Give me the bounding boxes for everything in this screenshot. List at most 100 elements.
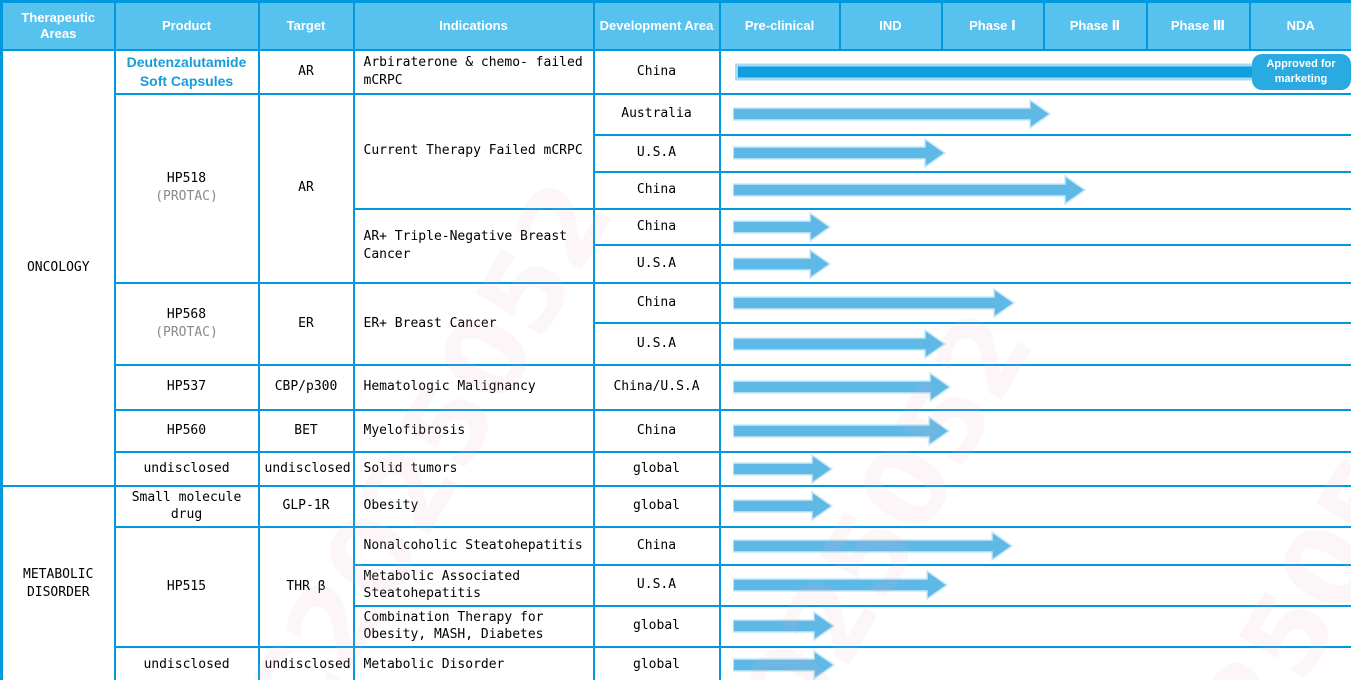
pipeline-row: China xyxy=(2,170,1351,210)
pipeline-row: U.S.A xyxy=(2,133,1351,173)
col-header-development-area: Development Area xyxy=(592,0,721,51)
stage-progress-cell xyxy=(718,408,1351,453)
product-cell: undisclosed xyxy=(113,645,260,680)
stage-arrow-icon xyxy=(731,610,835,642)
table-body: ONCOLOGY Deutenzalutamide Soft Capsules AR… xyxy=(0,48,1351,680)
indication-cell: Myelofibrosis xyxy=(352,408,595,453)
pipeline-row: U.S.A xyxy=(2,321,1351,366)
pipeline-row: U.S.A xyxy=(2,243,1351,284)
development-area-cell: U.S.A xyxy=(592,321,721,366)
development-area-cell: global xyxy=(592,645,721,680)
development-area-cell: U.S.A xyxy=(592,243,721,284)
stage-progress-cell xyxy=(718,484,1351,528)
pipeline-row: HP568 (PROTAC) ER ER+ Breast Cancer China xyxy=(2,281,1351,366)
product-cell: Deutenzalutamide Soft Capsules xyxy=(113,48,260,95)
stage-progress-cell xyxy=(718,563,1351,607)
indication-cell: Combination Therapy for Obesity, MASH, D… xyxy=(352,604,595,648)
development-area-cell: China xyxy=(592,48,721,95)
pipeline-row: HP515 THR β Nonalcoholic Steatohepatitis Ch… xyxy=(2,525,1351,648)
therapeutic-area-cell: ONCOLOGY xyxy=(0,48,116,487)
stage-progress-cell xyxy=(718,525,1351,566)
stage-progress-cell xyxy=(718,604,1351,648)
stage-progress-cell xyxy=(718,170,1351,210)
stage-arrow-icon xyxy=(731,174,1086,206)
stage-header-ind: IND xyxy=(838,0,943,51)
pipeline-row: undisclosed undisclosed Metabolic Disorder… xyxy=(2,645,1351,680)
pipeline-row: HP518 (PROTAC) AR Current Therapy Failed mC… xyxy=(2,92,1351,284)
product-cell: HP568 (PROTAC) xyxy=(113,281,260,366)
target-cell: AR xyxy=(257,48,355,95)
stage-arrow-icon xyxy=(731,453,833,484)
product-cell: HP515 xyxy=(113,525,260,648)
development-area-cell: China xyxy=(592,207,721,246)
stage-header-phase: Phase Ⅲ xyxy=(1145,0,1251,51)
development-area-cell: China xyxy=(592,525,721,566)
stage-progress-cell xyxy=(718,92,1351,136)
col-header-indications: Indications xyxy=(352,0,595,51)
stage-arrow-icon xyxy=(731,415,950,446)
stage-arrow-icon xyxy=(731,649,835,680)
development-area-cell: global xyxy=(592,450,721,487)
stage-progress-cell xyxy=(718,281,1351,324)
col-header-target: Target xyxy=(257,0,355,51)
development-area-cell: Australia xyxy=(592,92,721,136)
protac-subtext: (PROTAC) xyxy=(155,189,218,204)
stage-arrow-icon xyxy=(731,490,833,522)
indication-cell: Solid tumors xyxy=(352,450,595,487)
col-header-therapeutic-areas: Therapeutic Areas xyxy=(0,0,116,51)
development-area-cell: global xyxy=(592,604,721,648)
pipeline-row: HP537 CBP/p300 Hematologic Malignancy China… xyxy=(2,363,1351,411)
col-header-product: Product xyxy=(113,0,260,51)
stage-header-phase: Phase Ⅰ xyxy=(940,0,1045,51)
pipeline-row: HP560 BET Myelofibrosis China xyxy=(2,408,1351,453)
target-cell: THR β xyxy=(257,525,355,648)
product-cell: undisclosed xyxy=(113,450,260,487)
product-cell: HP518 (PROTAC) xyxy=(113,92,260,284)
stage-arrow-icon xyxy=(731,98,1051,130)
target-cell: CBP/p300 xyxy=(257,363,355,411)
target-cell: GLP-1R xyxy=(257,484,355,528)
pipeline-row: ONCOLOGY Deutenzalutamide Soft Capsules AR… xyxy=(0,48,1351,487)
stage-arrow-icon xyxy=(731,137,946,169)
indication-cell: Metabolic Associated Steatohepatitis xyxy=(352,563,595,607)
stage-progress-cell xyxy=(718,243,1351,284)
stage-arrow-icon xyxy=(731,530,1013,562)
indication-cell: Hematologic Malignancy xyxy=(352,363,595,411)
therapeutic-area-cell: METABOLIC DISORDER xyxy=(0,484,116,680)
indication-cell: Current Therapy Failed mCRPC xyxy=(352,92,595,210)
table-header: Therapeutic Areas Product Target Indication… xyxy=(0,0,1351,51)
pipeline-row: Metabolic Associated Steatohepatitis U.S.… xyxy=(2,563,1351,607)
indication-cell: Arbiraterone & chemo- failed mCRPC xyxy=(352,48,595,95)
development-area-cell: China xyxy=(592,281,721,324)
development-area-cell: U.S.A xyxy=(592,563,721,607)
stage-header-phase: Phase Ⅱ xyxy=(1042,0,1148,51)
stage-arrow-icon xyxy=(731,328,946,359)
protac-subtext: (PROTAC) xyxy=(155,324,218,340)
stage-progress-cell xyxy=(718,133,1351,173)
development-area-cell: China/U.S.A xyxy=(592,363,721,411)
indication-cell: Obesity xyxy=(352,484,595,528)
product-cell: Small molecule drug xyxy=(113,484,260,528)
target-cell: AR xyxy=(257,92,355,284)
development-area-cell: China xyxy=(592,170,721,210)
approved-progress-bar xyxy=(734,63,1258,80)
stage-header-pre-clinical: Pre-clinical xyxy=(718,0,841,51)
stage-progress-cell xyxy=(718,645,1351,680)
target-cell: undisclosed xyxy=(257,645,355,680)
indication-cell: AR+ Triple-Negative Breast Cancer xyxy=(352,207,595,284)
pipeline-row: AR+ Triple-Negative Breast Cancer China xyxy=(2,207,1351,284)
stage-arrow-icon xyxy=(731,569,948,601)
indication-cell: Nonalcoholic Steatohepatitis xyxy=(352,525,595,566)
indication-cell: ER+ Breast Cancer xyxy=(352,281,595,366)
target-cell: undisclosed xyxy=(257,450,355,487)
stage-arrow-icon xyxy=(731,287,1015,318)
stage-progress-cell xyxy=(718,363,1351,411)
stage-progress-cell xyxy=(718,450,1351,487)
pipeline-row: Combination Therapy for Obesity, MASH, D… xyxy=(2,604,1351,648)
stage-arrow-icon xyxy=(731,211,831,242)
stage-arrow-icon xyxy=(731,371,951,403)
stage-header-nda: NDA xyxy=(1248,0,1351,51)
pipeline-row: METABOLIC DISORDER Small molecule drug GLP… xyxy=(0,484,1351,680)
